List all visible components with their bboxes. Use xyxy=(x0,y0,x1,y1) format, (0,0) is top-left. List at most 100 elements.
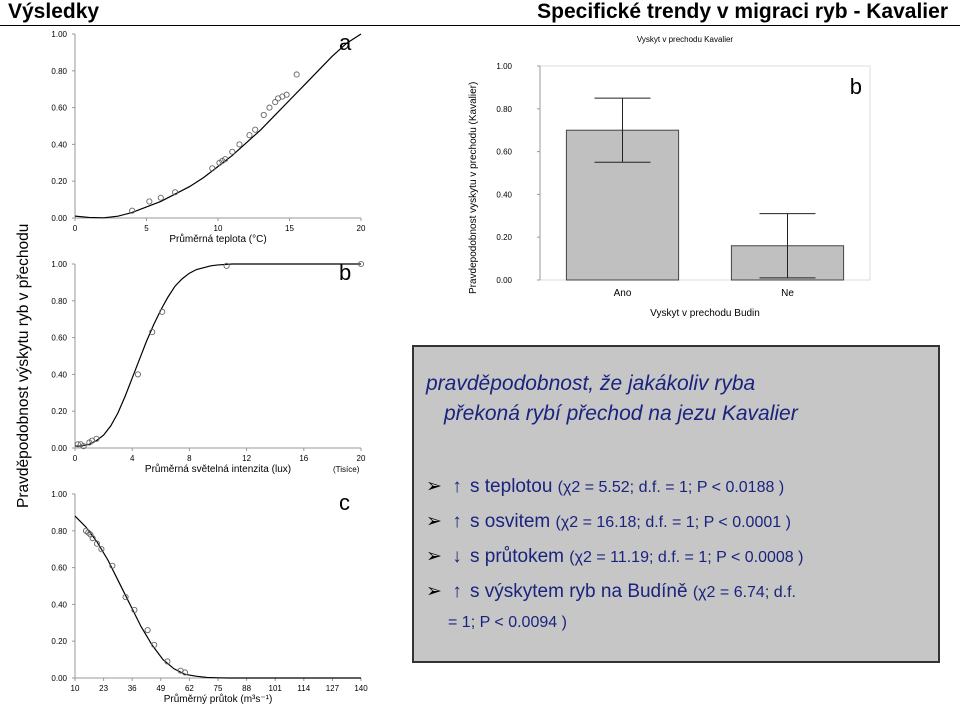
x-tick-label: 0 xyxy=(73,224,78,233)
x-tick-label: 36 xyxy=(128,684,137,693)
y-tick-label: 1.00 xyxy=(51,30,67,39)
data-point xyxy=(260,111,267,119)
x-tick-label: 10 xyxy=(214,224,223,233)
bullet-arrow-icon: ➢ xyxy=(426,581,442,602)
y-tick-label: 0.80 xyxy=(51,527,67,536)
y-tick-label: 0.40 xyxy=(496,190,512,199)
increase-arrow-icon: ↑ xyxy=(452,581,462,602)
data-point xyxy=(159,308,166,315)
data-point xyxy=(222,156,229,163)
x-tick-label: 0 xyxy=(73,454,78,463)
data-point xyxy=(266,104,273,111)
y-tick-label: 0.00 xyxy=(496,276,512,285)
x-tick-label: 88 xyxy=(242,684,251,693)
y-tick-label: 0.40 xyxy=(51,140,67,149)
panel-label: a xyxy=(339,30,352,55)
summary-row-statistic: (χ2 = 11.19; d.f. = 1; P < 0.0008 ) xyxy=(569,549,804,566)
data-point xyxy=(283,91,290,98)
y-tick-label: 0.20 xyxy=(51,177,67,186)
data-point xyxy=(149,329,156,336)
fitted-curve xyxy=(74,263,361,447)
data-point xyxy=(246,132,253,139)
data-point xyxy=(209,165,216,172)
y-tick-label: 0.60 xyxy=(51,564,67,573)
data-point xyxy=(236,141,243,148)
summary-row: ➢ ↑ s výskytem ryb na Budíně (χ2 = 6.74; d… xyxy=(426,580,796,603)
y-tick-label: 0.00 xyxy=(51,214,67,223)
x-tick-label: 4 xyxy=(130,454,135,463)
x-tick-label: 49 xyxy=(156,684,165,693)
results-summary-box: pravděpodobnost, že jakákoliv ryba překo… xyxy=(412,345,940,663)
data-point xyxy=(134,371,141,378)
x-tick-label: 8 xyxy=(187,454,192,463)
x-tick-label: 101 xyxy=(269,684,283,693)
data-point xyxy=(181,669,189,676)
data-point xyxy=(98,546,105,553)
data-point xyxy=(272,99,279,106)
data-point xyxy=(109,562,116,569)
main-y-axis-label: Pravděpodobnost výskytu ryb v přechodu xyxy=(15,224,32,508)
summary-row-continuation: = 1; P < 0.0094 ) xyxy=(448,614,567,631)
panel-label: c xyxy=(339,490,350,515)
x-tick-label: 10 xyxy=(71,684,80,693)
y-tick-label: 0.80 xyxy=(51,297,67,306)
y-tick-label: 0.60 xyxy=(51,104,67,113)
summary-row: ➢ ↓ s průtokem (χ2 = 11.19; d.f. = 1; P < … xyxy=(426,545,803,568)
x-tick-label: 127 xyxy=(326,684,340,693)
data-point xyxy=(80,443,87,450)
summary-row-text: s osvitem xyxy=(470,511,556,532)
bullet-arrow-icon: ➢ xyxy=(426,476,442,497)
data-point xyxy=(293,71,300,78)
data-point xyxy=(151,641,158,648)
x-tick-label: 16 xyxy=(299,454,308,463)
fitted-curve xyxy=(74,515,361,679)
data-point xyxy=(129,207,136,214)
summary-row-statistic: (χ2 = 16.18; d.f. = 1; P < 0.0001 ) xyxy=(555,514,791,531)
fitted-curve xyxy=(74,33,362,219)
y-tick-label: 1.00 xyxy=(496,62,512,71)
x-axis-label: Průměrný průtok (m³s⁻¹) xyxy=(164,693,273,705)
data-point xyxy=(122,593,129,601)
x-tick-label: 5 xyxy=(144,224,149,233)
data-point xyxy=(144,627,151,634)
data-point xyxy=(131,606,138,613)
decrease-arrow-icon: ↓ xyxy=(452,546,462,567)
x-tick-label: 140 xyxy=(354,684,368,693)
summary-row-text: s průtokem xyxy=(470,546,570,567)
bar-x-axis-label: Vyskyt v prechodu Budin xyxy=(650,308,760,319)
y-tick-label: 1.00 xyxy=(51,490,67,499)
x-axis-unit: (Tisíce) xyxy=(333,465,360,474)
bar-category-label: Ano xyxy=(614,288,632,299)
summary-row-statistic: (χ2 = 5.52; d.f. = 1; P < 0.0188 ) xyxy=(557,479,785,496)
data-point xyxy=(146,198,153,205)
x-tick-label: 12 xyxy=(242,454,251,463)
panel-label: b xyxy=(339,260,351,285)
x-tick-label: 75 xyxy=(214,684,223,693)
data-point xyxy=(157,194,164,201)
data-point xyxy=(357,260,365,268)
y-tick-label: 0.00 xyxy=(51,674,67,683)
y-tick-label: 0.60 xyxy=(496,148,512,157)
chart-budin-occurrence: Vyskyt v prechodu Kavalier 0.00 0.20 0.40 0.… xyxy=(468,35,871,319)
x-axis-label: Průměrná teplota (°C) xyxy=(169,233,266,245)
x-tick-label: 15 xyxy=(285,224,294,233)
bullet-arrow-icon: ➢ xyxy=(426,511,442,532)
x-axis-label: Průměrná světelná intenzita (lux) xyxy=(145,463,291,475)
summary-row-statistic: (χ2 = 6.74; d.f. xyxy=(692,584,796,601)
chart-flow: 0.00 0.20 0.40 0.60 0.80 1.00 10 23 36 49 62 75 88 10… xyxy=(51,490,368,705)
data-point xyxy=(164,658,171,665)
bar-chart-title: Vyskyt v prechodu Kavalier xyxy=(637,35,734,44)
data-point xyxy=(74,441,81,448)
y-tick-label: 0.60 xyxy=(51,334,67,343)
y-tick-label: 0.20 xyxy=(51,407,67,416)
summary-title-line2: překoná rybí přechod na jezu Kavalier xyxy=(444,402,798,425)
header-left-title: Výsledky xyxy=(8,0,100,23)
increase-arrow-icon: ↑ xyxy=(452,511,462,532)
data-point xyxy=(172,189,179,196)
x-tick-label: 23 xyxy=(99,684,108,693)
summary-title-line1: pravděpodobnost, že jakákoliv ryba xyxy=(426,372,756,395)
summary-row: ➢ ↑ s teplotou (χ2 = 5.52; d.f. = 1; P < 0… xyxy=(426,475,784,498)
increase-arrow-icon: ↑ xyxy=(452,476,462,497)
y-tick-label: 0.40 xyxy=(51,370,67,379)
bar-y-axis-label: Pravdepodobnost vyskytu v prechodu (Kava… xyxy=(468,82,479,294)
